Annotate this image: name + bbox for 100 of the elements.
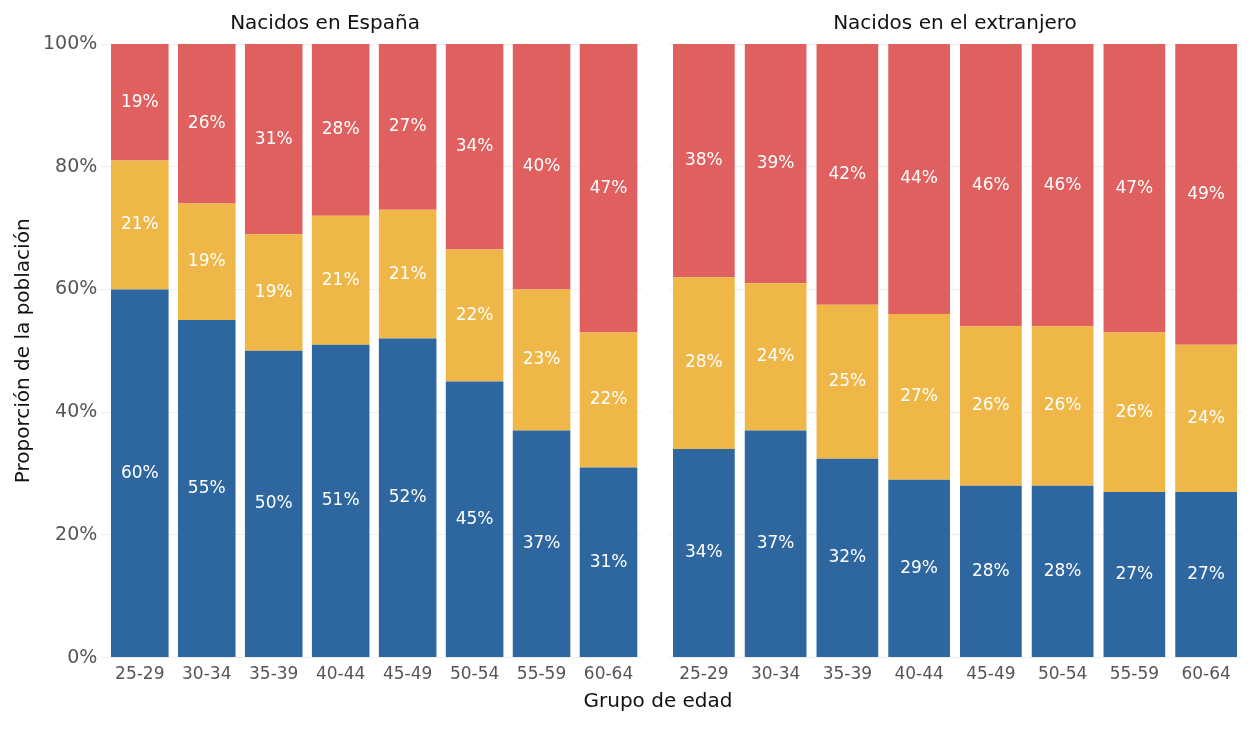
bar xyxy=(744,430,807,658)
bar xyxy=(816,304,879,459)
x-tick-label: 55-59 xyxy=(1109,663,1160,684)
y-tick-label: 60% xyxy=(55,276,98,299)
data-label: 47% xyxy=(1115,176,1154,197)
bar xyxy=(378,209,437,339)
bar xyxy=(244,350,303,658)
data-label: 24% xyxy=(1187,406,1226,427)
bar xyxy=(744,44,807,284)
data-label: 28% xyxy=(321,118,360,139)
bar xyxy=(816,44,879,305)
bar xyxy=(1103,44,1166,333)
x-tick-label: 25-29 xyxy=(679,663,729,684)
bar xyxy=(1103,491,1166,658)
data-label: 50% xyxy=(254,492,293,513)
x-tick-label: 45-49 xyxy=(382,663,433,684)
data-label: 31% xyxy=(589,550,628,571)
x-tick-label: 35-39 xyxy=(249,663,299,684)
data-label: 45% xyxy=(455,507,494,528)
data-label: 34% xyxy=(455,135,494,156)
bar xyxy=(579,332,638,468)
chart-title: Nacidos en España xyxy=(230,10,420,35)
bar xyxy=(1175,344,1237,492)
data-label: 47% xyxy=(589,176,628,197)
y-tick-label: 20% xyxy=(55,521,98,544)
data-label: 25% xyxy=(828,370,867,391)
bar xyxy=(244,234,303,351)
bar xyxy=(111,289,169,658)
bar xyxy=(816,458,879,658)
bar xyxy=(512,289,571,431)
bar xyxy=(177,44,236,204)
x-tick-label: 50-54 xyxy=(449,663,500,684)
x-tick-label: 60-64 xyxy=(1181,663,1231,684)
bar xyxy=(512,430,571,658)
bar xyxy=(177,320,236,658)
data-label: 22% xyxy=(589,388,628,409)
bar xyxy=(579,44,638,333)
y-axis-title: Proporción de la población xyxy=(10,218,35,484)
y-tick-label: 80% xyxy=(55,153,98,176)
data-label: 42% xyxy=(828,162,867,183)
data-label: 39% xyxy=(756,152,795,173)
data-label: 22% xyxy=(455,303,494,324)
data-label: 46% xyxy=(971,173,1010,194)
x-tick-label: 45-49 xyxy=(966,663,1016,684)
data-label: 26% xyxy=(1115,400,1154,421)
data-label: 26% xyxy=(971,394,1010,415)
data-label: 34% xyxy=(684,541,723,562)
data-label: 27% xyxy=(388,115,427,136)
data-label: 27% xyxy=(900,385,939,406)
bar xyxy=(673,277,735,449)
bar xyxy=(111,44,169,161)
x-tick-label: 25-29 xyxy=(115,663,165,684)
bar xyxy=(579,467,638,658)
bar xyxy=(1031,485,1094,658)
bar xyxy=(445,249,504,382)
data-label: 28% xyxy=(1043,559,1082,580)
bar xyxy=(1103,332,1166,492)
data-label: 28% xyxy=(971,559,1010,580)
data-label: 32% xyxy=(828,546,867,567)
data-label: 21% xyxy=(388,262,427,283)
bar xyxy=(1031,44,1094,327)
bar xyxy=(960,44,1022,327)
bar xyxy=(1175,491,1237,658)
y-tick-label: 0% xyxy=(67,644,98,667)
x-tick-label: 50-54 xyxy=(1037,663,1088,684)
data-label: 19% xyxy=(187,250,226,271)
x-tick-label: 30-34 xyxy=(750,663,801,684)
x-tick-label: 55-59 xyxy=(516,663,567,684)
bar xyxy=(445,44,504,250)
bar xyxy=(888,44,950,314)
data-label: 21% xyxy=(321,268,360,289)
bar xyxy=(311,44,370,216)
data-label: 31% xyxy=(254,127,293,148)
bar xyxy=(244,44,303,235)
bar xyxy=(744,283,807,431)
bar xyxy=(111,160,169,290)
data-label: 24% xyxy=(756,345,795,366)
bar xyxy=(445,381,504,658)
data-label: 28% xyxy=(684,351,723,372)
data-label: 44% xyxy=(900,167,939,188)
data-label: 46% xyxy=(1043,173,1082,194)
bar xyxy=(1031,326,1094,486)
bar xyxy=(512,44,571,290)
data-label: 29% xyxy=(900,556,939,577)
bar xyxy=(888,313,950,480)
y-tick-label: 40% xyxy=(55,399,98,422)
data-label: 38% xyxy=(684,149,723,170)
data-label: 19% xyxy=(254,280,293,301)
bar xyxy=(311,344,370,658)
data-label: 52% xyxy=(388,486,427,507)
data-label: 55% xyxy=(187,477,226,498)
x-axis-title: Grupo de edad xyxy=(582,688,734,712)
bar xyxy=(960,326,1022,486)
data-label: 23% xyxy=(522,348,561,369)
x-tick-label: 40-44 xyxy=(315,663,366,684)
bar xyxy=(960,485,1022,658)
data-label: 49% xyxy=(1187,182,1226,203)
data-label: 60% xyxy=(120,461,159,482)
x-tick-label: 35-39 xyxy=(822,663,873,684)
data-label: 51% xyxy=(321,489,360,510)
